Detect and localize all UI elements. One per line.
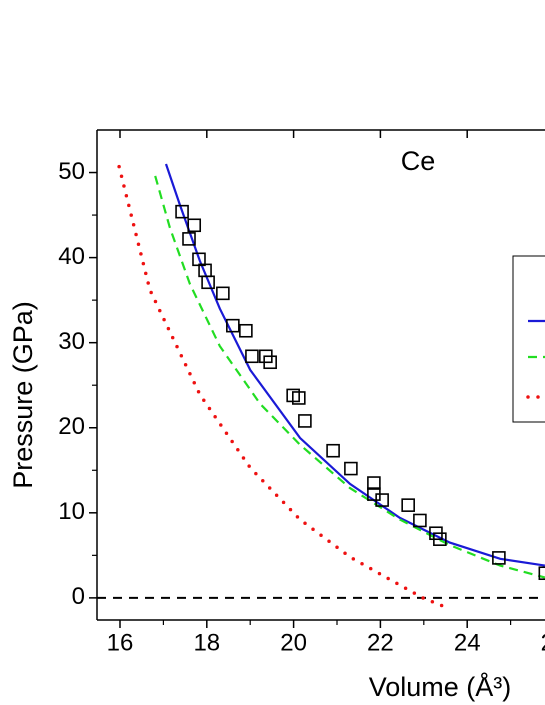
fit-line (117, 164, 450, 610)
data-point (216, 286, 230, 301)
y-tick-label: 10 (58, 498, 85, 525)
y-tick-label: 50 (58, 158, 85, 185)
data-point (245, 349, 259, 364)
data-point (187, 218, 202, 233)
plot-area (97, 163, 545, 610)
data-point (538, 566, 545, 581)
annotation: Ce (401, 146, 436, 176)
x-tick-label: 22 (367, 629, 394, 656)
fit-line (164, 163, 545, 567)
data-point (375, 493, 389, 507)
data-point (367, 476, 381, 490)
x-tick-label: 20 (280, 629, 307, 656)
y-tick-label: 0 (72, 583, 85, 610)
data-point (292, 391, 306, 405)
x-tick-label: 18 (193, 629, 220, 656)
y-tick-label: 20 (58, 413, 85, 440)
data-point (433, 532, 447, 546)
fit-line (154, 175, 545, 579)
data-point (401, 498, 415, 512)
legend (512, 255, 545, 423)
x-tick-label: 26 (541, 629, 545, 656)
y-tick-label: 30 (58, 328, 85, 355)
data-point (263, 355, 277, 370)
data-point (492, 551, 506, 565)
legend-box (512, 255, 545, 423)
data-point (239, 323, 253, 338)
data-point (413, 513, 427, 528)
data-point (175, 204, 189, 219)
data-point (182, 232, 196, 246)
data-point (298, 414, 312, 428)
y-axis-label: Pressure (GPa) (8, 301, 38, 489)
axes: 16 18 20 22 24 26 0 10 20 30 40 50 (58, 129, 545, 656)
data-point (226, 318, 240, 333)
x-tick-label: 16 (107, 629, 134, 656)
x-axis-label: Volume (Å³) (369, 671, 512, 702)
y-tick-label: 40 (58, 243, 85, 270)
data-point (344, 461, 358, 476)
data-point (326, 443, 340, 458)
x-tick-label: 24 (454, 629, 481, 656)
data-point (201, 275, 215, 290)
